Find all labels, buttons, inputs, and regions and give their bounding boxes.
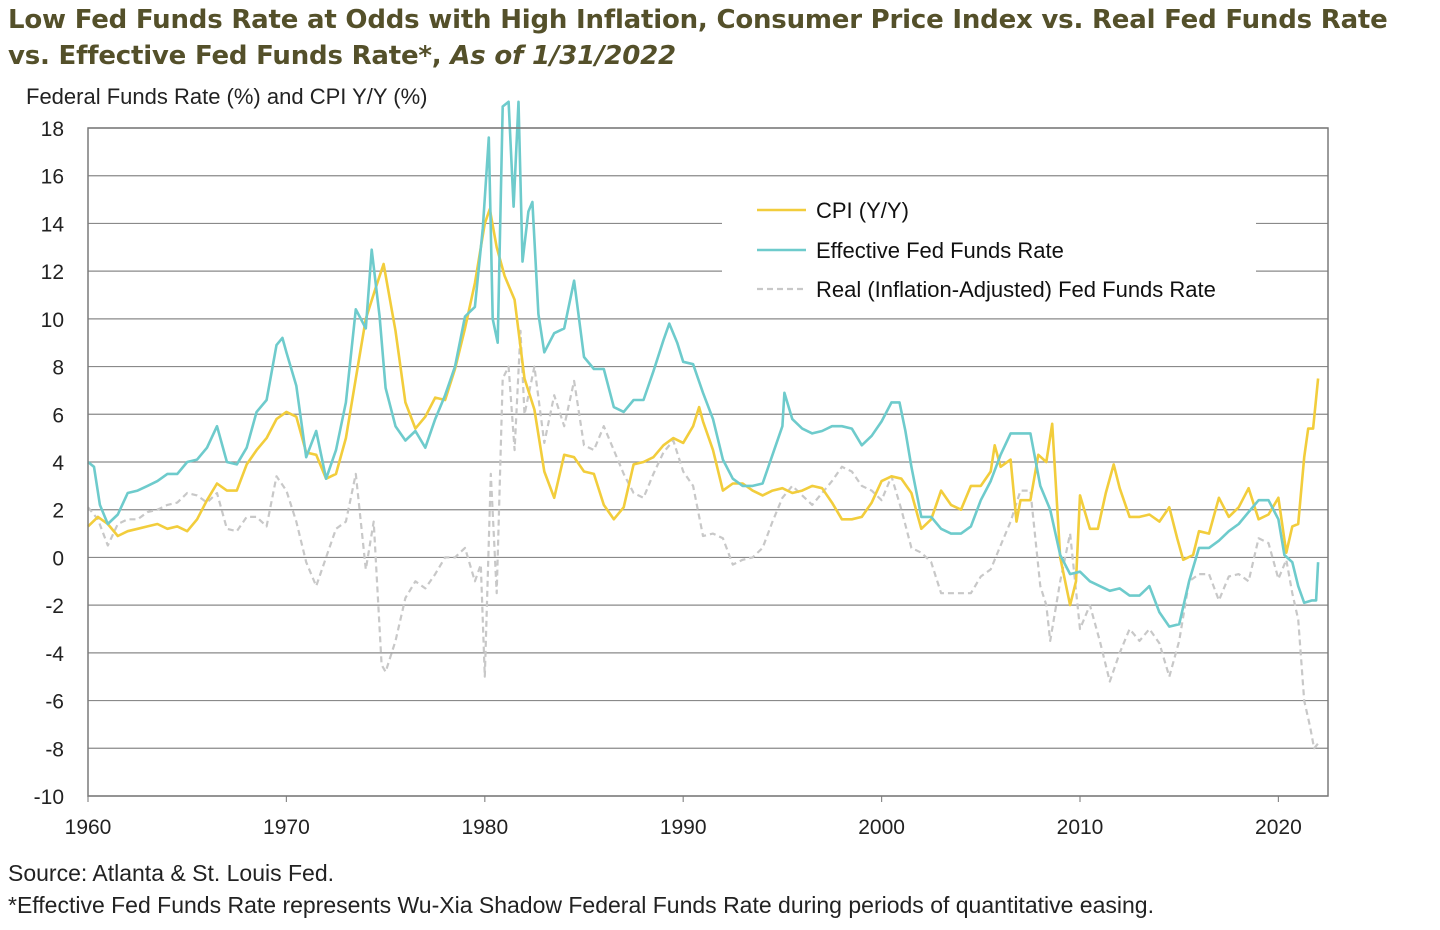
x-tick-label: 1970: [263, 816, 310, 839]
y-tick-label: -8: [45, 738, 64, 761]
x-tick-label: 1990: [660, 816, 707, 839]
y-tick-label: 8: [52, 357, 64, 380]
legend-box: [722, 190, 1256, 312]
y-axis-ticks: 18 16 14 12 10 8 6 4 2 0 -2 -4 -6 -8 -10: [34, 118, 65, 809]
legend-label: Effective Fed Funds Rate: [816, 238, 1064, 263]
source-note: Source: Atlanta & St. Louis Fed.: [8, 860, 335, 886]
series-line-effr: [87, 100, 1320, 628]
series-line-real: [87, 329, 1319, 750]
x-axis-ticks: 1960 1970 1980 1990 2000 2010 2020: [65, 796, 1302, 839]
y-tick-label: 4: [52, 452, 64, 475]
y-tick-label: 0: [52, 547, 64, 570]
legend-label: Real (Inflation-Adjusted) Fed Funds Rate: [816, 277, 1216, 302]
y-tick-label: 16: [41, 166, 64, 189]
y-tick-label: 12: [41, 261, 64, 284]
y-tick-label: 6: [52, 404, 64, 427]
y-tick-label: -10: [34, 786, 64, 809]
y-axis-label: Federal Funds Rate (%) and CPI Y/Y (%): [26, 84, 428, 109]
x-tick-label: 2010: [1057, 816, 1104, 839]
y-tick-label: -4: [45, 643, 64, 666]
plot-frame: [87, 127, 1329, 797]
legend-label: CPI (Y/Y): [816, 198, 909, 223]
x-tick-label: 2000: [858, 816, 905, 839]
y-tick-label: -6: [45, 691, 64, 714]
y-tick-label: 14: [41, 213, 65, 236]
y-tick-label: 18: [41, 118, 64, 141]
chart-title-main: Low Fed Funds Rate at Odds with High Inf…: [8, 5, 1388, 71]
chart-title: Low Fed Funds Rate at Odds with High Inf…: [8, 2, 1433, 74]
chart-title-as-of: As of 1/31/2022: [450, 41, 676, 71]
legend: CPI (Y/Y) Effective Fed Funds Rate Real (I…: [722, 190, 1256, 312]
x-tick-label: 1960: [65, 816, 112, 839]
x-tick-label: 2020: [1255, 816, 1302, 839]
series-lines: [87, 100, 1320, 750]
x-tick-label: 1980: [461, 816, 508, 839]
footnote: *Effective Fed Funds Rate represents Wu-…: [8, 892, 1154, 918]
y-tick-label: -2: [45, 595, 64, 618]
y-tick-label: 2: [52, 500, 64, 523]
y-tick-label: 10: [41, 309, 64, 332]
